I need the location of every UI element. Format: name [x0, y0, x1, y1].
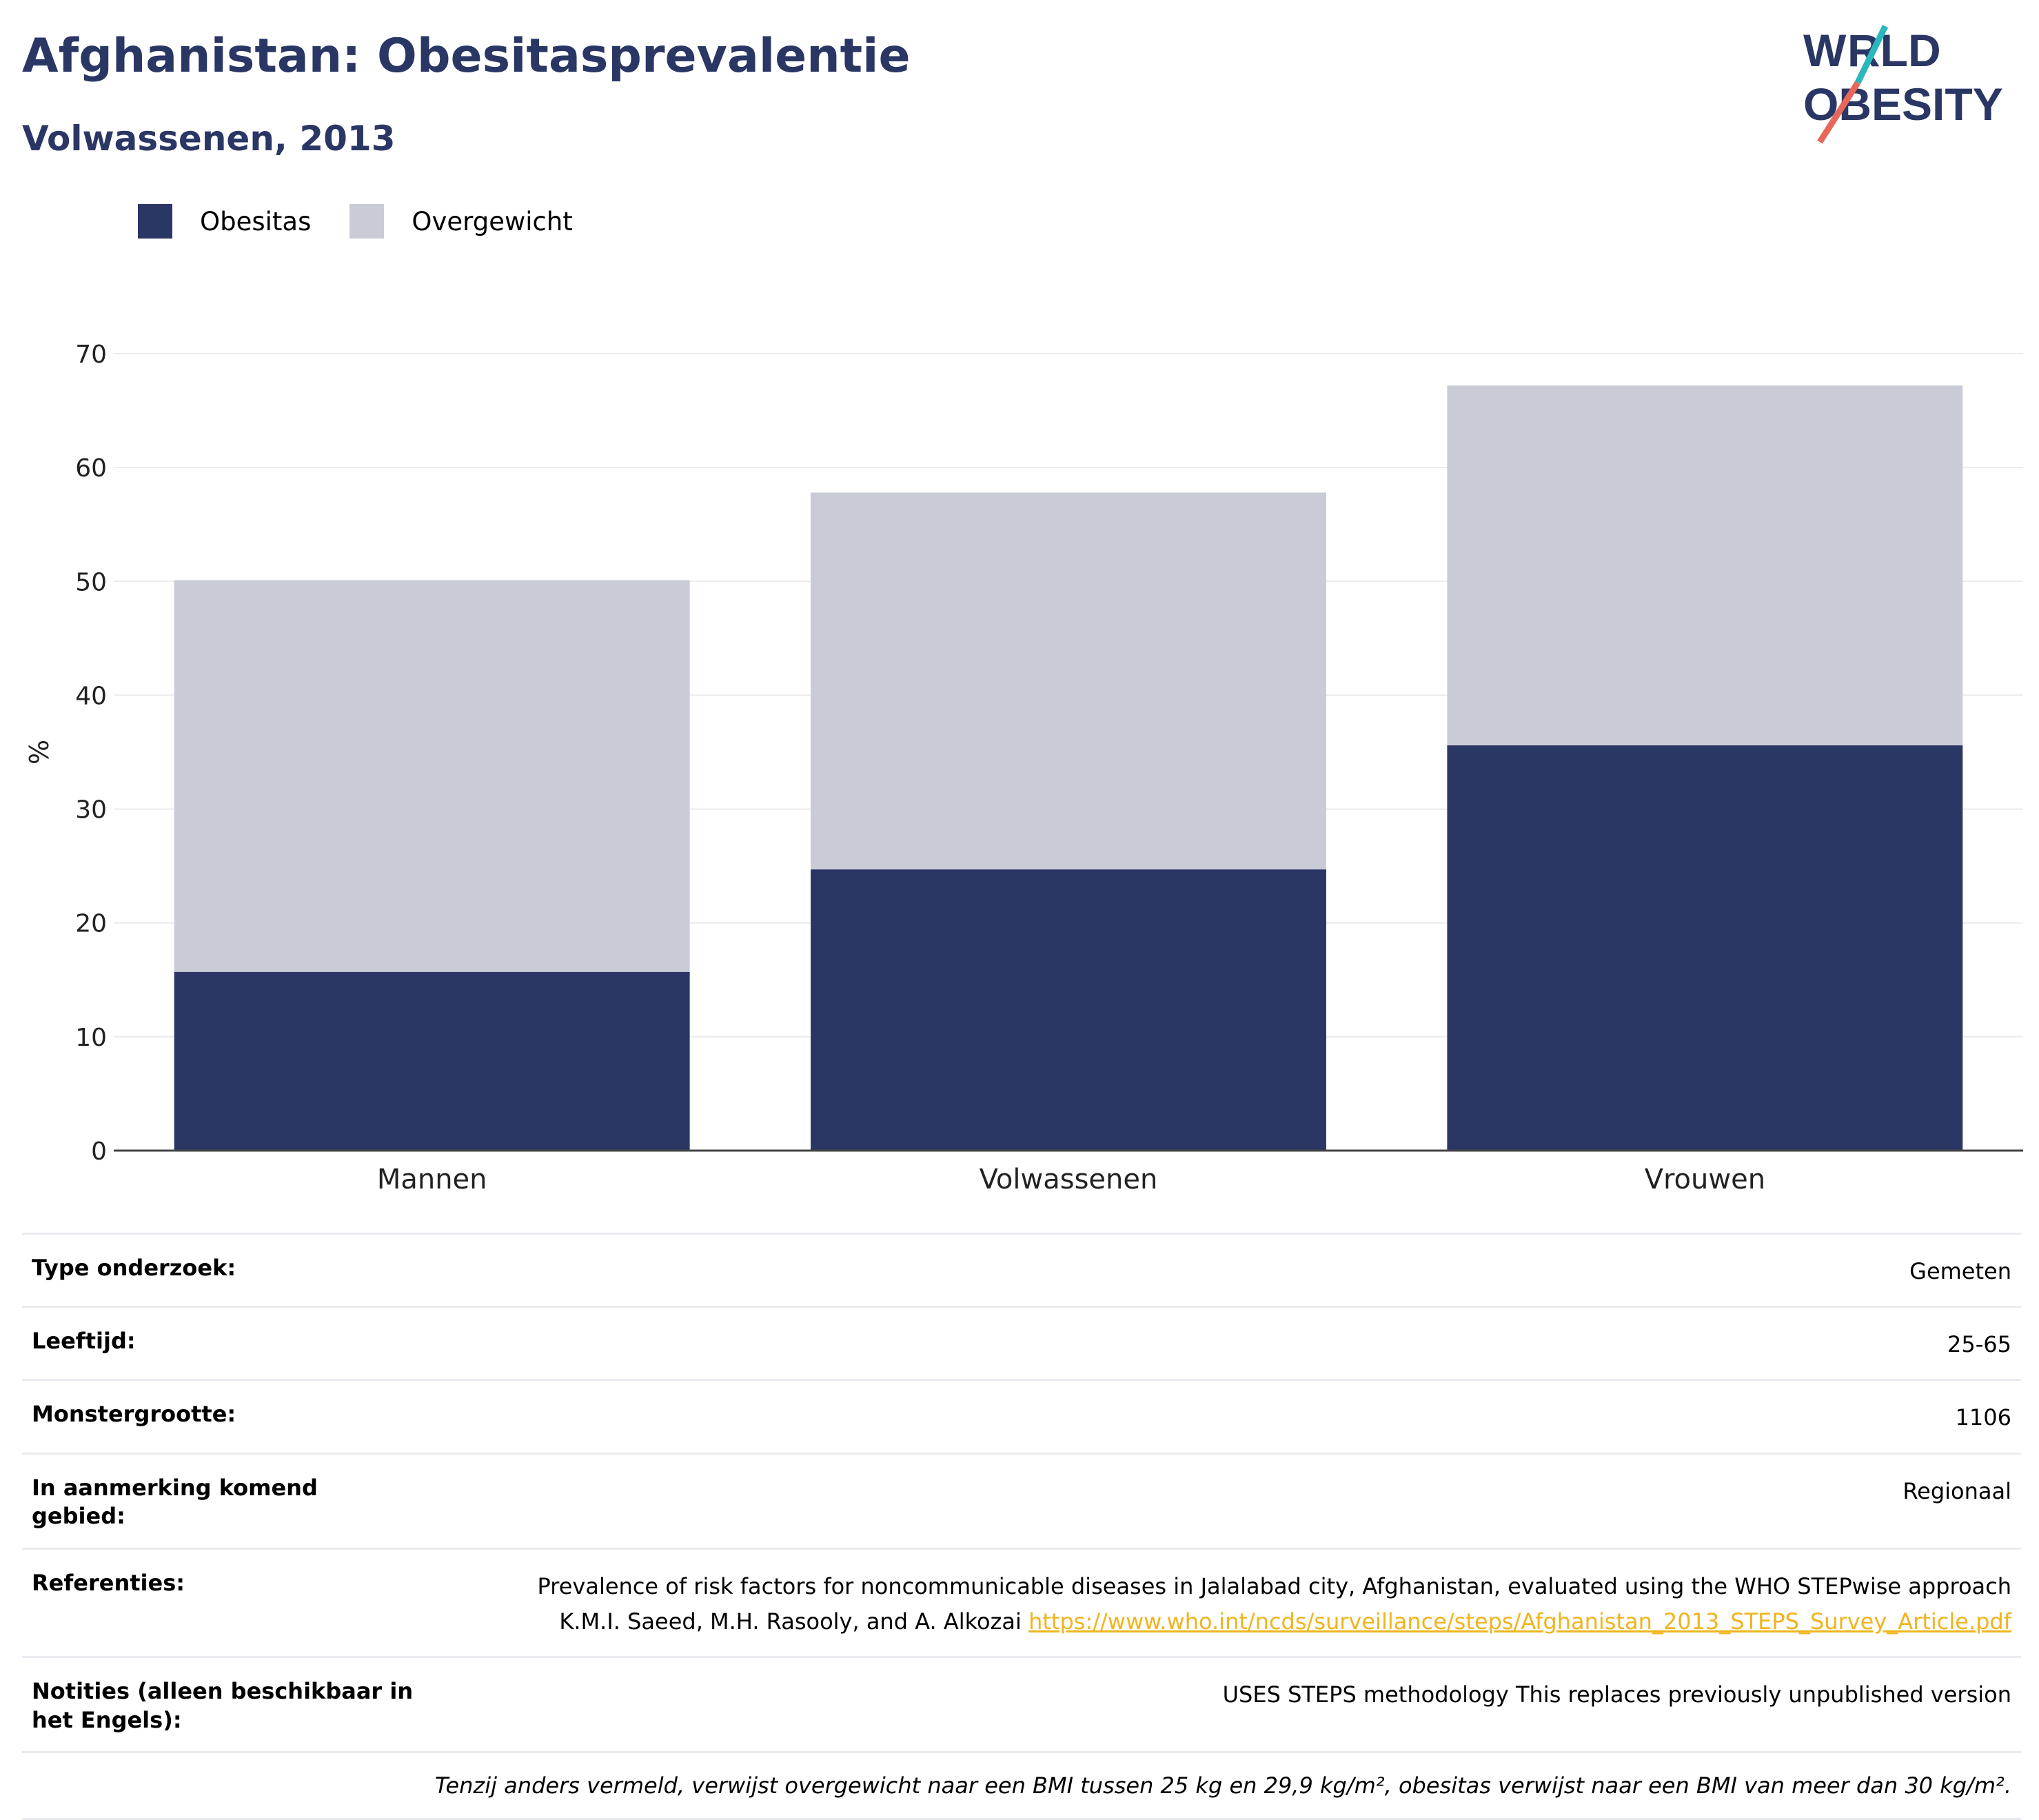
y-tick-label: 20 — [75, 910, 107, 938]
page-subtitle: Volwassenen, 2013 — [22, 119, 396, 159]
y-tick-label: 40 — [75, 682, 107, 710]
bar-obesitas-volwassenen — [811, 869, 1326, 1151]
bar-overgewicht-volwassenen — [811, 492, 1326, 870]
x-tick-label: Vrouwen — [1645, 1164, 1765, 1195]
info-label: Referenties: — [32, 1569, 185, 1596]
info-label: Notities (alleen beschikbaar in het Enge… — [32, 1678, 414, 1733]
info-row-survey-type: Type onderzoek: Gemeten — [22, 1233, 2021, 1306]
legend-label-overgewicht: Overgewicht — [412, 206, 573, 236]
info-value: Regionaal — [1903, 1477, 2011, 1504]
bar-obesitas-mannen — [174, 971, 690, 1151]
info-label: Leeftijd: — [32, 1328, 136, 1355]
info-row-references: Referenties: Prevalence of risk factors … — [22, 1547, 2021, 1656]
reference-authors: K.M.I. Saeed, M.H. Rasooly, and A. Alkoz… — [559, 1608, 1022, 1635]
bar-overgewicht-mannen — [174, 580, 690, 972]
info-label: Type onderzoek: — [32, 1255, 236, 1281]
info-label: In aanmerking komend gebied: — [32, 1474, 318, 1530]
info-value: 25-65 — [1947, 1331, 2011, 1358]
y-tick-label: 50 — [75, 568, 107, 596]
x-tick-label: Volwassenen — [980, 1164, 1158, 1195]
x-tick-label: Mannen — [377, 1164, 487, 1195]
info-value: USES STEPS methodology This replaces pre… — [1222, 1681, 2011, 1708]
stacked-bar-chart: 0 10 20 30 40 50 60 70% Mannen Volwassenen Vrouwen — [24, 341, 2023, 1195]
legend-swatch-obesitas — [138, 204, 172, 239]
info-value: Gemeten — [1909, 1258, 2011, 1284]
info-value: 1106 — [1955, 1404, 2011, 1431]
y-tick-label: 60 — [75, 454, 107, 483]
info-row-age: Leeftijd: 25-65 — [22, 1306, 2021, 1379]
y-axis-label: % — [24, 740, 54, 765]
reference-link[interactable]: https://www.who.int/ncds/surveillance/st… — [1028, 1608, 2011, 1635]
reference-title: Prevalence of risk factors for noncommun… — [537, 1573, 2011, 1599]
bar-obesitas-vrouwen — [1447, 745, 1963, 1151]
info-row-sample-size: Monstergrootte: 1106 — [22, 1379, 2021, 1452]
y-tick-label: 30 — [75, 796, 107, 825]
info-row-notes: Notities (alleen beschikbaar in het Enge… — [22, 1656, 2021, 1751]
reference-text: Prevalence of risk factors for noncommun… — [538, 1569, 2011, 1639]
svg-text:W: W — [1803, 25, 1847, 76]
info-table: Type onderzoek: Gemeten Leeftijd: 25-65 … — [22, 1233, 2021, 1820]
footnote: Tenzij anders vermeld, verwijst overgewi… — [22, 1751, 2021, 1820]
y-tick-label: 10 — [75, 1024, 107, 1052]
bar-overgewicht-vrouwen — [1447, 385, 1963, 746]
page-title: Afghanistan: Obesitasprevalentie — [22, 29, 911, 83]
legend-item-obesitas: Obesitas — [138, 204, 311, 239]
info-label: Monstergrootte: — [32, 1401, 236, 1428]
y-tick-label: 0 — [91, 1138, 107, 1166]
legend-label-obesitas: Obesitas — [200, 206, 312, 236]
info-row-area: In aanmerking komend gebied: Regionaal — [22, 1452, 2021, 1548]
chart-legend: Obesitas Overgewicht — [138, 204, 611, 239]
legend-item-overgewicht: Overgewicht — [349, 204, 573, 239]
world-obesity-logo: W RLD OBESITY — [1803, 25, 2003, 144]
legend-swatch-overgewicht — [349, 204, 385, 239]
y-tick-label: 70 — [75, 341, 107, 369]
